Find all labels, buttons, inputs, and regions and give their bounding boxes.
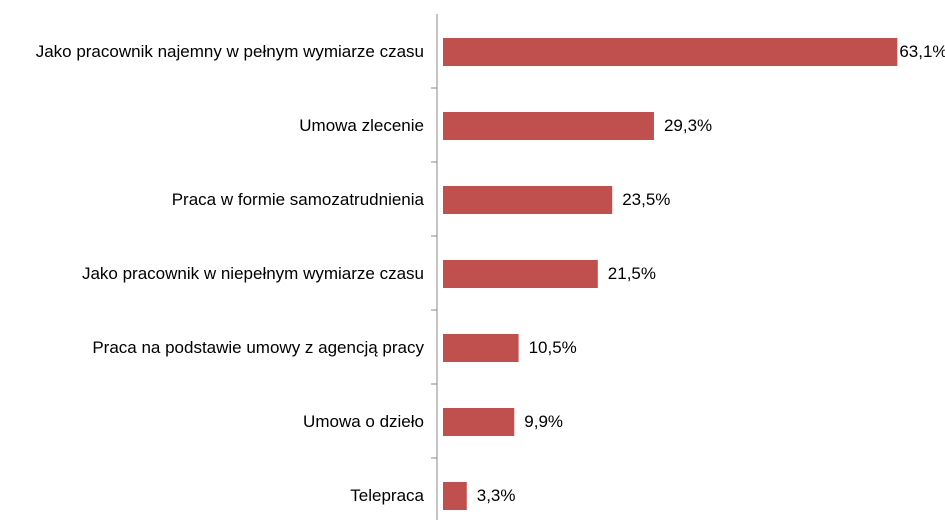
category-text: Umowa zlecenie: [299, 116, 424, 135]
bar: [443, 260, 598, 288]
category-text: Umowa o dzieło: [303, 412, 424, 431]
value-label: 10,5%: [528, 338, 577, 357]
bar: [443, 408, 515, 436]
bar: [443, 186, 613, 214]
value-label: 63,1%: [899, 42, 945, 61]
category-text: Jako pracownik w niepełnym wymiarze czas…: [81, 264, 424, 283]
bar: [443, 334, 519, 362]
bar: [443, 38, 898, 66]
value-label: 23,5%: [622, 190, 671, 209]
value-label: 9,9%: [524, 412, 564, 431]
category-text: Praca w formie samozatrudnienia: [171, 190, 424, 209]
category-label: Umowa o dzieło: [4, 411, 424, 433]
value-label: 21,5%: [607, 264, 656, 283]
value-label: 3,3%: [476, 486, 516, 505]
category-label: Telepraca: [4, 485, 424, 507]
category-text: Telepraca: [350, 486, 424, 505]
category-label: Praca w formie samozatrudnienia: [4, 189, 424, 211]
category-label: Praca na podstawie umowy z agencją pracy: [4, 337, 424, 359]
category-text: Praca na podstawie umowy z agencją pracy: [92, 338, 424, 357]
bar: [443, 112, 654, 140]
category-label: Umowa zlecenie: [4, 115, 424, 137]
category-text: Jako pracownik najemny w pełnym wymiarze…: [35, 42, 424, 61]
category-label: Jako pracownik najemny w pełnym wymiarze…: [4, 41, 424, 63]
bar: [443, 482, 467, 510]
category-label: Jako pracownik w niepełnym wymiarze czas…: [4, 263, 424, 285]
value-label: 29,3%: [663, 116, 713, 135]
